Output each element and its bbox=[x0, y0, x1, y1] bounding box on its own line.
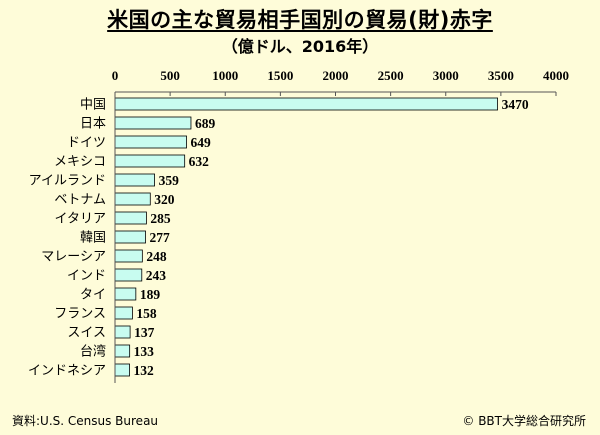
category-label: ベトナム bbox=[54, 193, 106, 208]
bar bbox=[114, 268, 143, 282]
bar bbox=[114, 135, 187, 149]
category-label: イタリア bbox=[55, 212, 106, 227]
bars bbox=[114, 97, 498, 377]
category-labels: 中国日本ドイツメキシコアイルランドベトナムイタリア韓国マレーシアインドタイフラン… bbox=[28, 98, 106, 379]
bar bbox=[114, 344, 131, 358]
category-label: ドイツ bbox=[67, 136, 106, 151]
category-label: インドネシア bbox=[28, 364, 106, 379]
category-label: メキシコ bbox=[54, 155, 106, 170]
x-tick-label: 500 bbox=[160, 68, 180, 83]
x-tick-label: 1500 bbox=[267, 68, 293, 83]
bar bbox=[114, 306, 133, 320]
bar bbox=[114, 363, 130, 377]
category-label: アイルランド bbox=[29, 174, 106, 189]
category-label: マレーシア bbox=[41, 250, 106, 265]
value-label: 133 bbox=[134, 344, 155, 359]
category-label: 日本 bbox=[80, 117, 106, 132]
value-labels: 3470 689 649 632 359 320 285 277 248 243 189 158 137… bbox=[134, 97, 529, 378]
value-label: 189 bbox=[140, 287, 161, 302]
bar bbox=[114, 116, 192, 130]
bar bbox=[114, 325, 131, 339]
category-label: インド bbox=[67, 269, 106, 284]
chart-title: 米国の主な貿易相手国別の貿易(財)赤字 bbox=[107, 8, 493, 32]
value-label: 3470 bbox=[502, 97, 529, 112]
copyright-credit: © BBT大学総合研究所 bbox=[462, 414, 586, 428]
value-label: 248 bbox=[146, 249, 167, 264]
value-label: 649 bbox=[191, 135, 212, 150]
value-label: 277 bbox=[150, 230, 171, 245]
category-label: フランス bbox=[54, 307, 106, 322]
bar bbox=[114, 173, 155, 187]
bar bbox=[114, 192, 151, 206]
value-label: 132 bbox=[134, 363, 155, 378]
x-tick-label: 3500 bbox=[488, 68, 514, 83]
axes bbox=[114, 91, 556, 383]
x-axis-ticks: 0 500 1000 1500 2000 2500 3000 3500 4000 bbox=[112, 68, 569, 96]
bar bbox=[114, 154, 186, 168]
category-label: スイス bbox=[67, 326, 106, 341]
source-note: 資料:U.S. Census Bureau bbox=[12, 414, 159, 428]
value-label: 137 bbox=[134, 325, 155, 340]
x-tick-label: 3000 bbox=[433, 68, 459, 83]
value-label: 689 bbox=[195, 116, 216, 131]
bar bbox=[114, 249, 143, 263]
value-label: 158 bbox=[136, 306, 157, 321]
value-label: 285 bbox=[150, 211, 171, 226]
category-label: 中国 bbox=[80, 98, 106, 113]
chart-subtitle: （億ドル、2016年） bbox=[221, 37, 379, 56]
bar bbox=[114, 211, 147, 225]
value-label: 320 bbox=[154, 192, 175, 207]
category-label: 韓国 bbox=[80, 231, 106, 246]
bar bbox=[114, 97, 498, 111]
x-tick-label: 2500 bbox=[378, 68, 404, 83]
x-tick-label: 2000 bbox=[323, 68, 349, 83]
x-tick-label: 1000 bbox=[212, 68, 238, 83]
bar bbox=[114, 230, 146, 244]
value-label: 359 bbox=[159, 173, 180, 188]
x-tick-label: 4000 bbox=[543, 68, 569, 83]
category-label: 台湾 bbox=[80, 344, 106, 360]
x-tick-label: 0 bbox=[112, 68, 119, 83]
value-label: 632 bbox=[189, 154, 210, 169]
value-label: 243 bbox=[146, 268, 167, 283]
category-label: タイ bbox=[80, 288, 106, 303]
bar bbox=[114, 287, 137, 301]
